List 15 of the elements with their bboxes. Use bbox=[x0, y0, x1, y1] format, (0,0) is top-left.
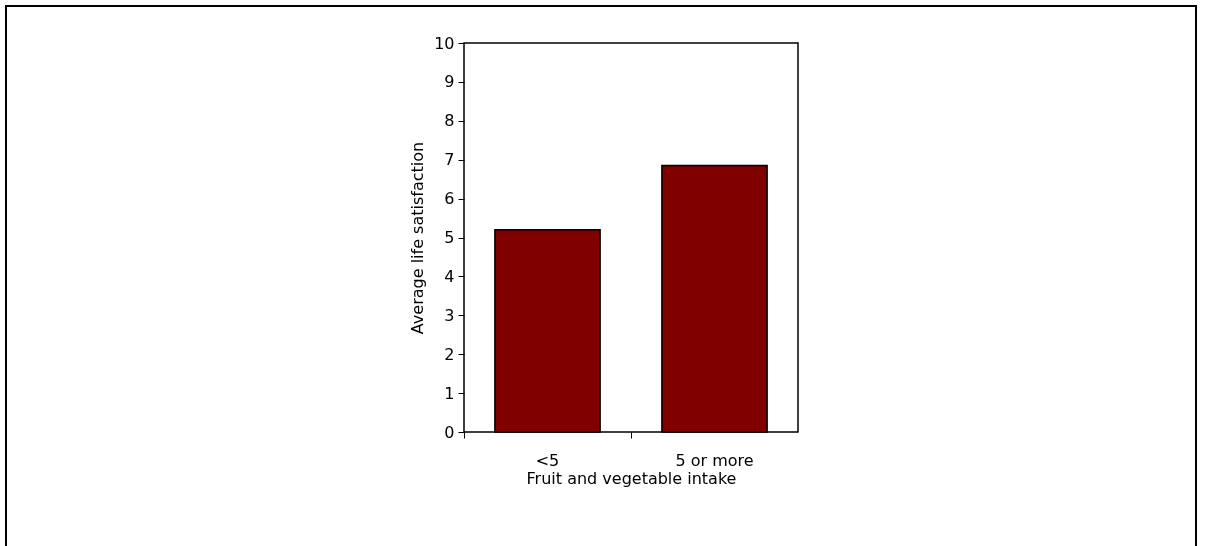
y-tick-label: 2 bbox=[444, 344, 455, 364]
y-tick-label: 5 bbox=[444, 228, 455, 247]
y-tick-label: 4 bbox=[444, 266, 455, 286]
y-tick-label: 10 bbox=[434, 33, 455, 53]
y-tick-label: 0 bbox=[444, 422, 455, 442]
y-tick-label: 3 bbox=[444, 305, 455, 325]
y-tick-label: 8 bbox=[444, 111, 455, 131]
x-tick-label: <5 bbox=[535, 450, 560, 470]
x-tick-label: 5 or more bbox=[675, 450, 754, 470]
y-tick-label: 1 bbox=[444, 383, 455, 403]
x-axis-title: Fruit and vegetable intake bbox=[526, 468, 737, 488]
y-tick-label: 7 bbox=[444, 150, 455, 170]
y-tick-label: 6 bbox=[444, 189, 455, 209]
y-tick-label: 9 bbox=[444, 72, 455, 92]
y-axis-title: Average life satisfaction bbox=[408, 141, 428, 335]
